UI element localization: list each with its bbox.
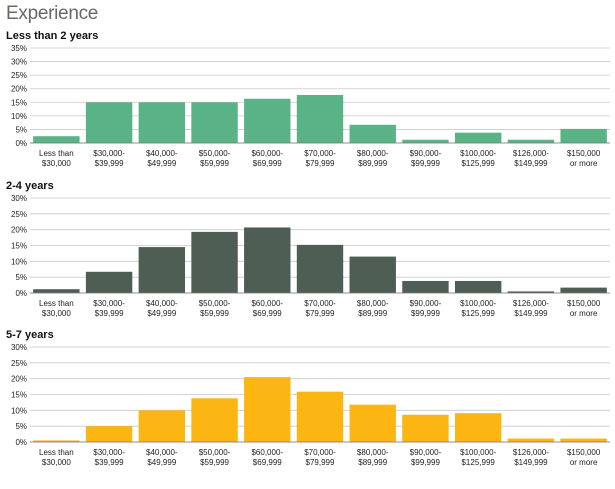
chart-title-2: 2-4 years	[6, 180, 54, 192]
y-tick-label: 15%	[11, 391, 27, 400]
bar	[138, 247, 186, 293]
bar	[33, 136, 80, 143]
bar	[560, 287, 607, 293]
x-tick-label: Less than $30,000	[39, 149, 74, 168]
x-tick-label: $70,000-$79,999	[304, 299, 336, 318]
x-tick-label: $80,000-$89,999	[357, 448, 389, 467]
bar	[454, 132, 502, 143]
chart-5-7-years: 0% 5% 10% 15% 20% 25% 30% Less than $30,000 $30,0…	[11, 343, 610, 467]
y-tick-label: 0%	[15, 139, 27, 148]
x-tick-label: $126,000-$149,999	[513, 149, 549, 168]
chart-title-3: 5-7 years	[6, 329, 54, 341]
y-tick-label: 10%	[11, 406, 27, 415]
bar	[85, 102, 133, 143]
bar	[85, 271, 133, 293]
bar	[507, 438, 555, 442]
x-tick-label: $50,000-$59,999	[199, 149, 231, 168]
x-tick-label: $70,000-$79,999	[304, 149, 336, 168]
chart-less-than-2-years: 0% 5% 10% 15% 20% 25% 30% 35% Less than $30,000 $3…	[11, 44, 610, 168]
x-tick-label: $40,000-$49,999	[146, 299, 178, 318]
bar	[454, 413, 502, 442]
y-tick-label: 5%	[15, 422, 27, 431]
x-tick-label: $126,000-$149,999	[513, 299, 549, 318]
bar	[191, 398, 238, 442]
bar	[349, 256, 396, 293]
y-tick-label: 30%	[11, 58, 27, 67]
bar	[138, 102, 186, 143]
x-tick-label: Less than $30,000	[39, 299, 74, 318]
bar	[244, 98, 291, 143]
x-tick-label: $150,000 or more	[567, 448, 601, 467]
bar	[349, 124, 396, 143]
x-tick-label: $30,000-$39,999	[93, 149, 125, 168]
bar	[191, 102, 238, 143]
x-tick-label: $60,000-$69,999	[251, 299, 283, 318]
x-tick-label: $70,000-$79,999	[304, 448, 336, 467]
bar	[402, 139, 449, 143]
x-tick-label: $40,000-$49,999	[146, 149, 178, 168]
bar	[507, 291, 555, 293]
y-tick-label: 30%	[11, 343, 27, 352]
x-tick-label: $60,000-$69,999	[251, 149, 283, 168]
bar	[402, 414, 449, 442]
x-tick-label: $30,000-$39,999	[93, 299, 125, 318]
x-tick-label: $100,000-$125,999	[460, 149, 496, 168]
y-tick-label: 10%	[11, 112, 27, 121]
y-tick-label: 5%	[15, 273, 27, 282]
x-tick-label: $150,000 or more	[567, 149, 601, 168]
y-tick-label: 25%	[11, 210, 27, 219]
bar	[244, 377, 291, 442]
x-tick-label: $40,000-$49,999	[146, 448, 178, 467]
bar	[349, 404, 396, 442]
y-tick-label: 5%	[15, 125, 27, 134]
x-tick-label: $50,000-$59,999	[199, 299, 231, 318]
y-tick-label: 10%	[11, 257, 27, 266]
bar	[560, 128, 607, 143]
x-tick-label: $100,000-$125,999	[460, 299, 496, 318]
bar	[454, 280, 502, 293]
x-tick-label: $90,000-$99,999	[410, 448, 442, 467]
y-tick-label: 0%	[15, 438, 27, 447]
chart-title-1: Less than 2 years	[6, 30, 99, 42]
y-tick-label: 25%	[11, 71, 27, 80]
bar	[244, 227, 291, 293]
y-tick-label: 25%	[11, 359, 27, 368]
x-tick-label: $100,000-$125,999	[460, 448, 496, 467]
x-tick-label: $90,000-$99,999	[410, 149, 442, 168]
x-tick-label: $50,000-$59,999	[199, 448, 231, 467]
x-tick-label: $126,000-$149,999	[513, 448, 549, 467]
y-tick-label: 15%	[11, 98, 27, 107]
bar	[296, 94, 344, 143]
x-tick-label: $90,000-$99,999	[410, 299, 442, 318]
bar	[85, 426, 133, 442]
bar	[33, 289, 80, 293]
y-tick-label: 20%	[11, 226, 27, 235]
bar	[296, 244, 344, 293]
y-tick-label: 35%	[11, 44, 27, 53]
y-tick-label: 0%	[15, 289, 27, 298]
x-tick-label: Less than $30,000	[39, 448, 74, 467]
bar	[33, 440, 80, 442]
y-tick-label: 15%	[11, 242, 27, 251]
y-tick-label: 30%	[11, 194, 27, 203]
bar	[296, 391, 344, 442]
bar	[191, 231, 238, 293]
x-tick-label: $80,000-$89,999	[357, 149, 389, 168]
bar	[138, 410, 186, 442]
x-tick-label: $30,000-$39,999	[93, 448, 125, 467]
bar	[560, 438, 607, 442]
bar	[402, 280, 449, 293]
x-tick-label: $60,000-$69,999	[251, 448, 283, 467]
x-tick-label: $80,000-$89,999	[357, 299, 389, 318]
x-tick-label: $150,000 or more	[567, 299, 601, 318]
bar	[507, 139, 555, 143]
page-title: Experience	[6, 3, 99, 24]
y-tick-label: 20%	[11, 375, 27, 384]
y-tick-label: 20%	[11, 85, 27, 94]
chart-2-4-years: 0% 5% 10% 15% 20% 25% 30% Less than $30,000 $30,0…	[11, 194, 610, 318]
